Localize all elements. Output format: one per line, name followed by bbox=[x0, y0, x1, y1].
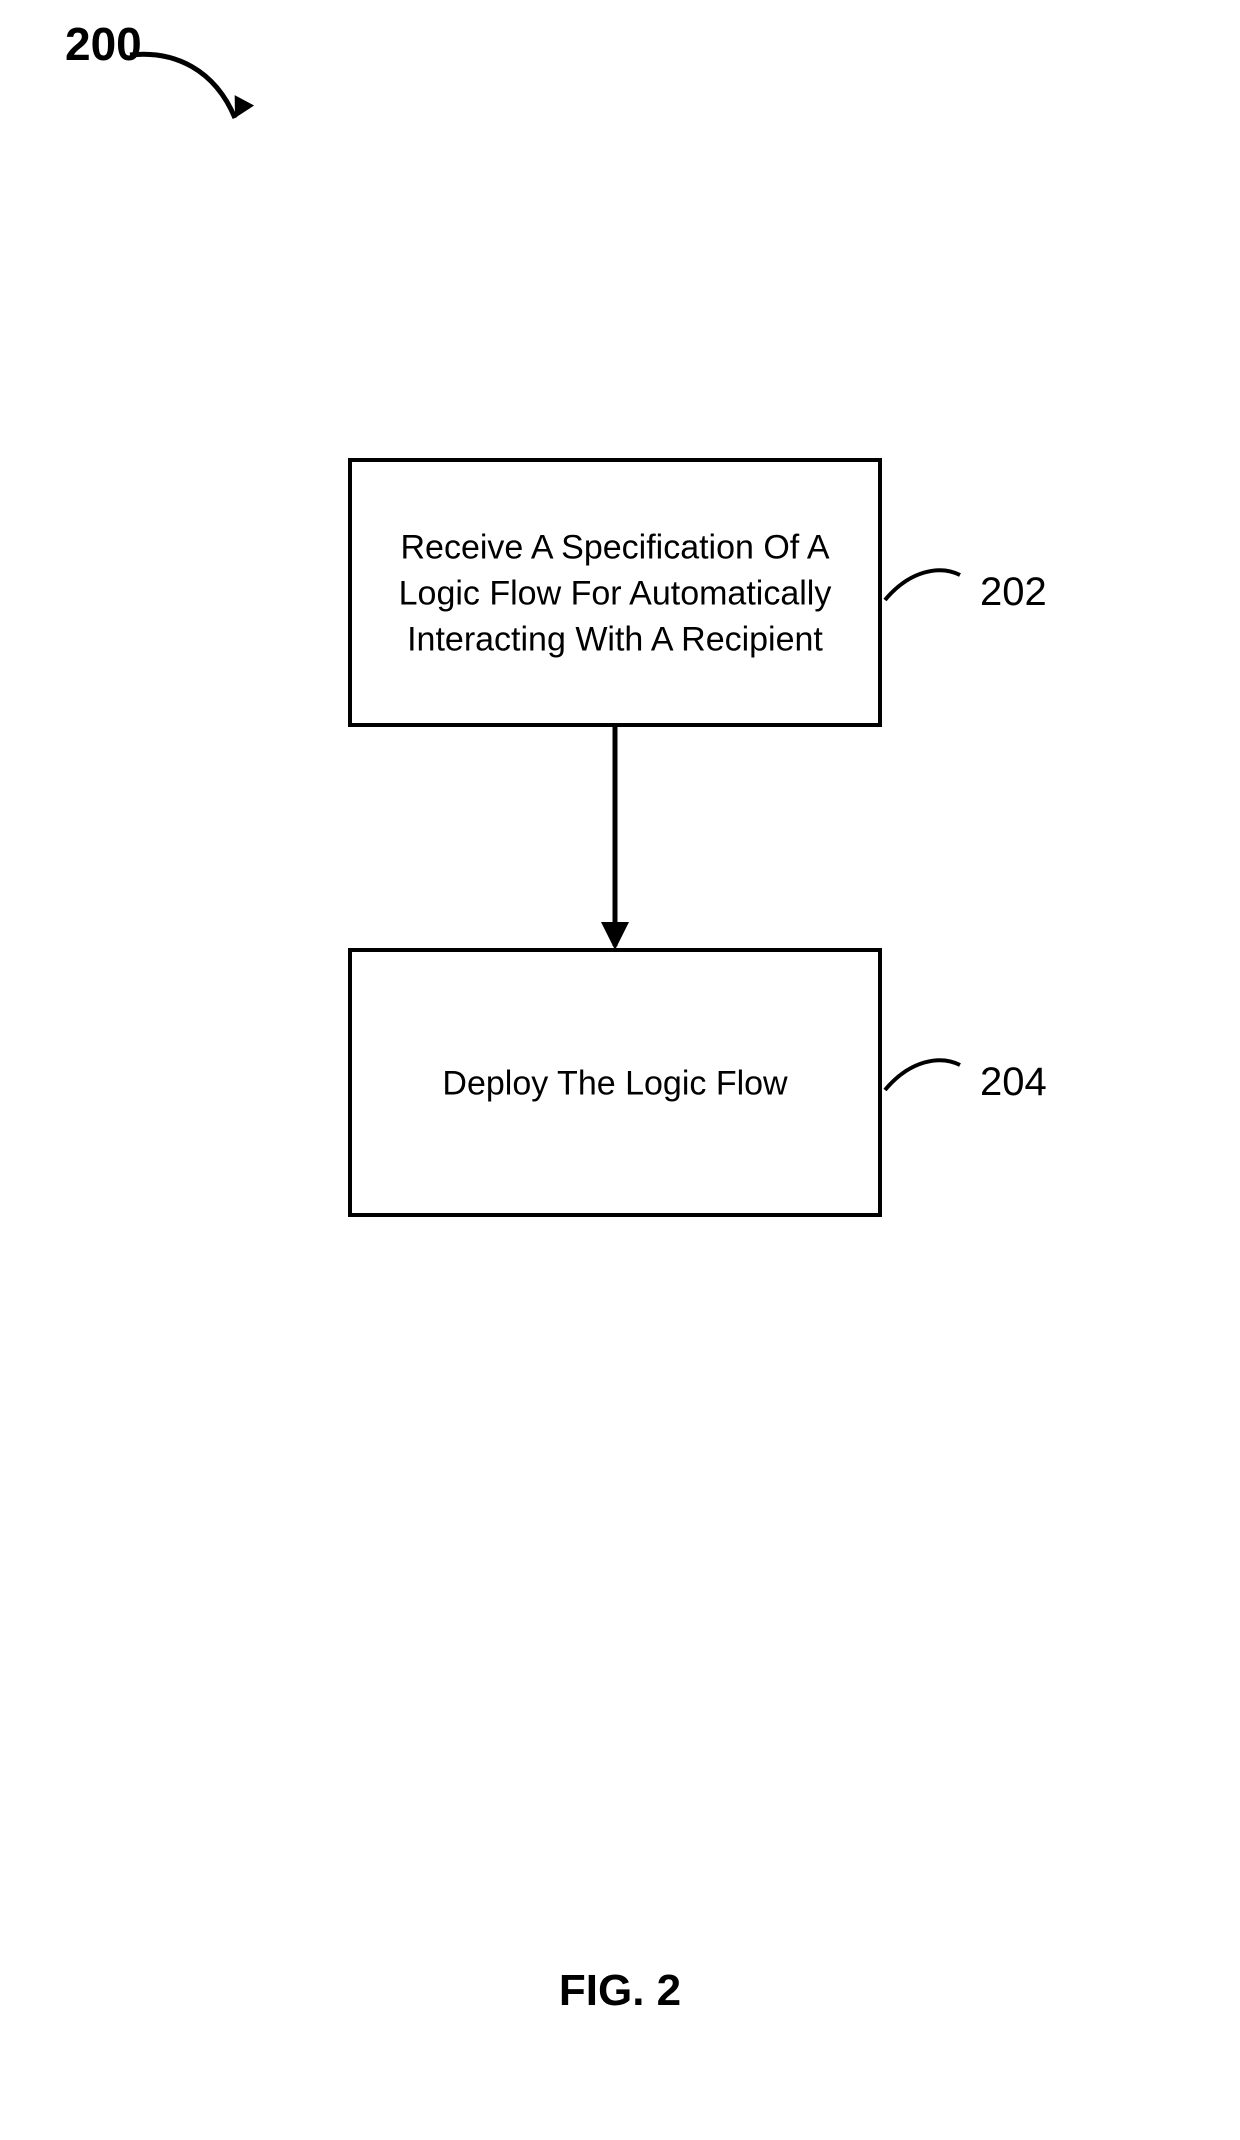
flow-node-text: Deploy The Logic Flow bbox=[442, 1064, 788, 1102]
node-label: 204 bbox=[980, 1060, 1047, 1104]
flowchart-svg: 200 Receive A Specification Of ALogic Flo… bbox=[0, 0, 1240, 2140]
figure-title: FIG. 2 bbox=[559, 1966, 681, 2015]
figure-ref-number: 200 bbox=[65, 18, 142, 70]
flow-node-text: Receive A Specification Of ALogic Flow F… bbox=[399, 529, 832, 659]
node-label: 202 bbox=[980, 570, 1047, 614]
